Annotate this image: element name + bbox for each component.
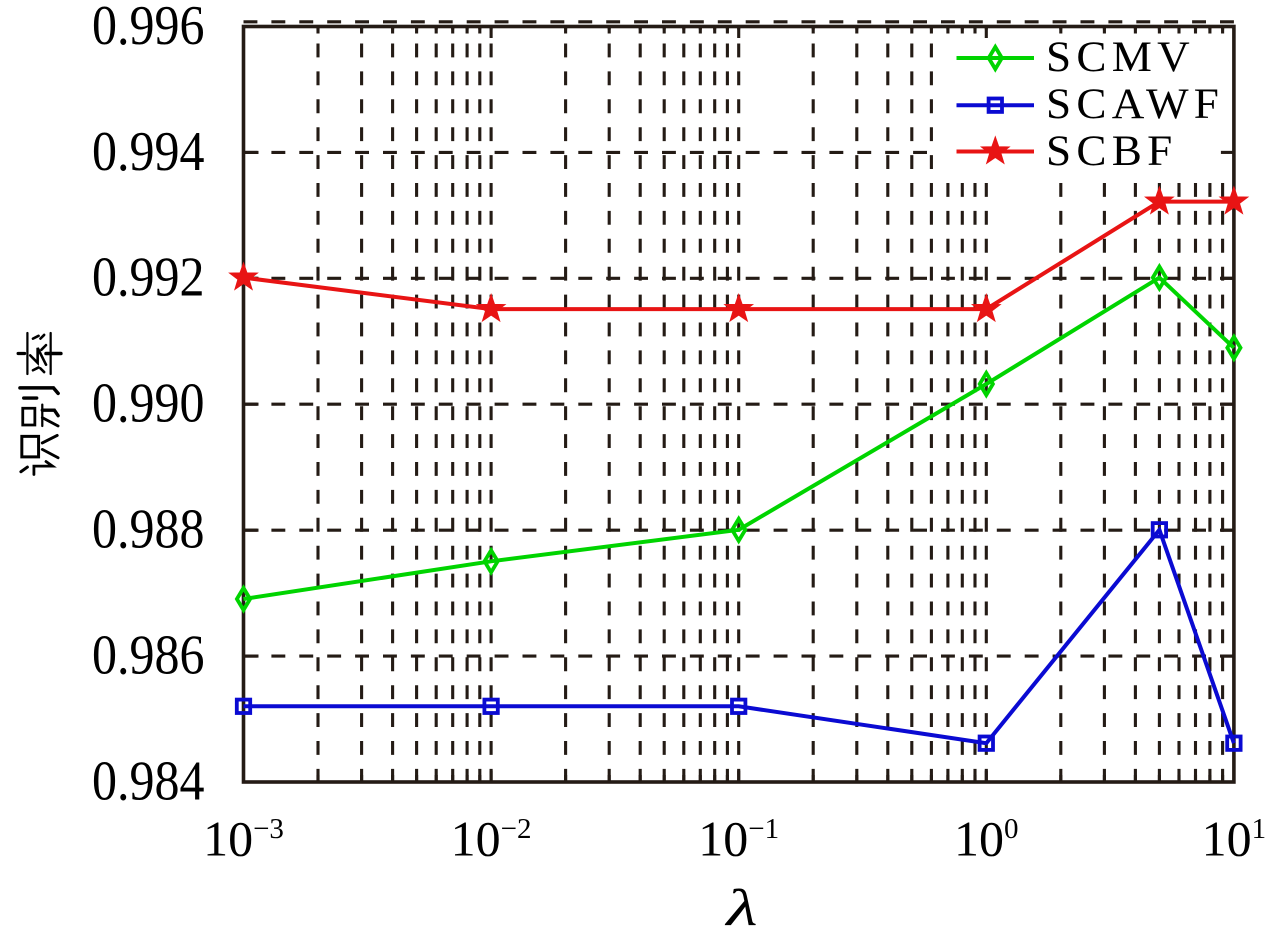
svg-text:SCAWF: SCAWF <box>1046 80 1224 128</box>
svg-text:0.988: 0.988 <box>92 499 204 560</box>
svg-text:SCMV: SCMV <box>1046 33 1195 81</box>
svg-text:0.984: 0.984 <box>92 751 204 812</box>
svg-text:λ: λ <box>724 879 757 937</box>
svg-text:0.990: 0.990 <box>92 373 204 434</box>
svg-text:101: 101 <box>1202 811 1267 867</box>
svg-text:0.992: 0.992 <box>92 247 204 308</box>
svg-text:0.994: 0.994 <box>92 121 204 182</box>
svg-text:SCBF: SCBF <box>1046 127 1177 175</box>
svg-text:0.986: 0.986 <box>92 625 204 686</box>
svg-text:0.996: 0.996 <box>92 0 204 57</box>
